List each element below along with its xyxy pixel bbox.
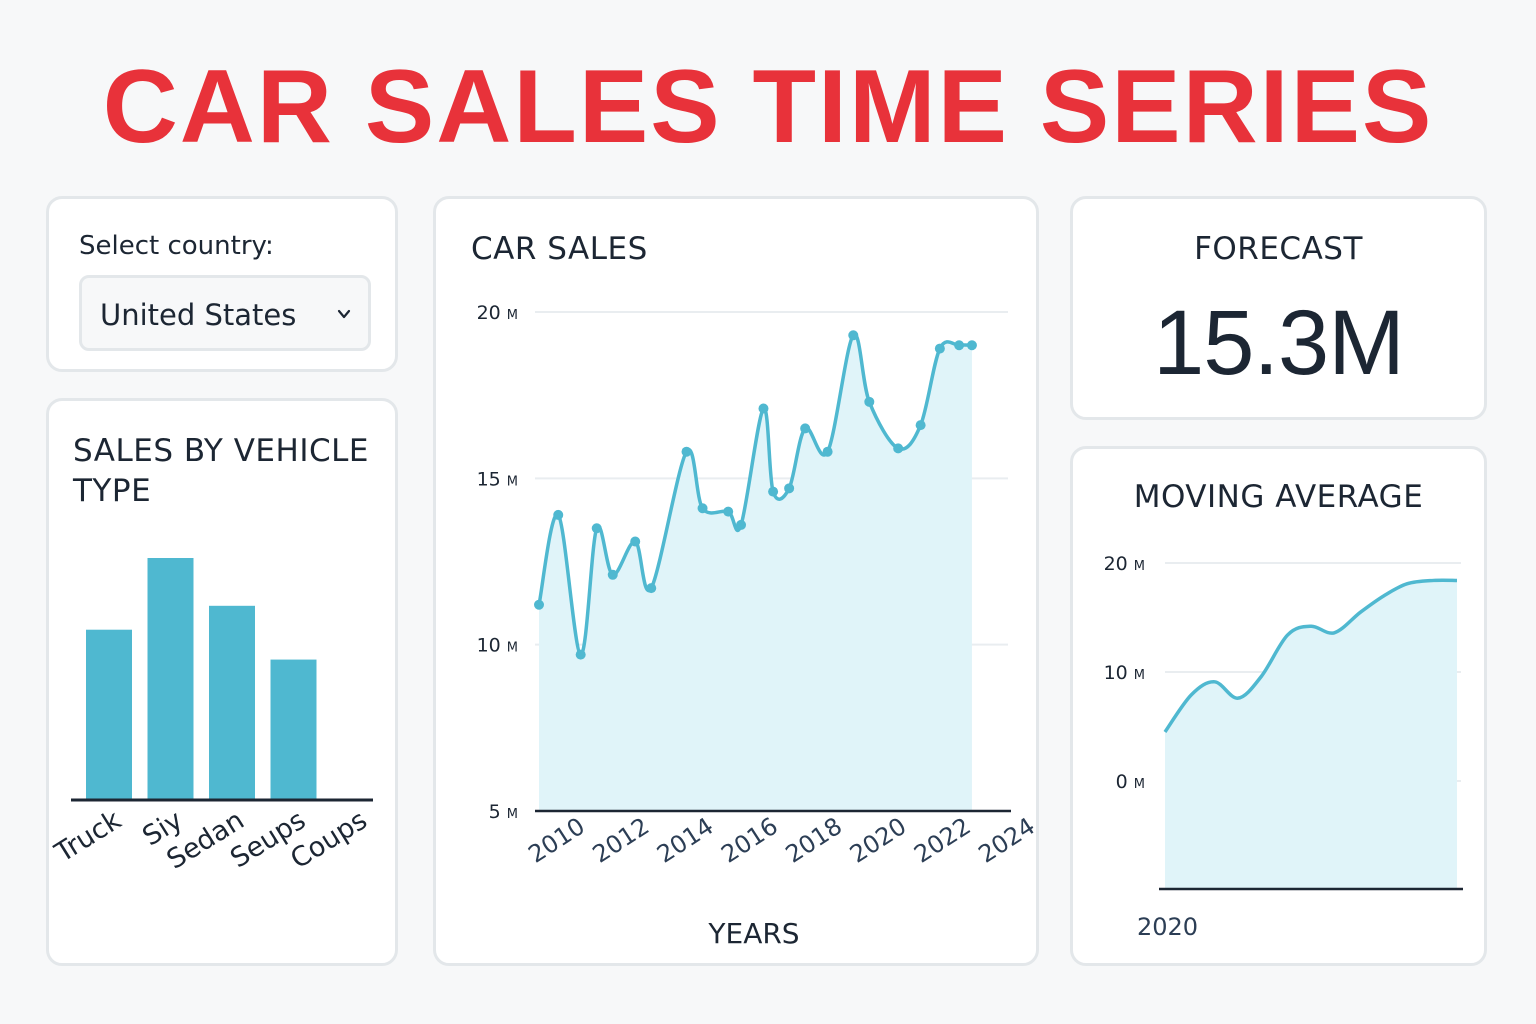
sales-point: [800, 423, 811, 434]
bar-siy: [147, 558, 194, 800]
vehicle-chart-title-line2: TYPE: [73, 473, 152, 509]
sales-point: [768, 486, 779, 497]
car-sales-chart: 20 M15 M10 M5 M 2010201220142016201820202…: [477, 302, 1040, 950]
bar-sedan: [209, 605, 255, 800]
page-title: CAR SALES TIME SERIES: [102, 49, 1434, 165]
sales-x-tick: 2022: [909, 812, 975, 869]
sales-x-tick: 2014: [652, 812, 718, 869]
sales-point: [954, 340, 965, 351]
sales-x-tick: 2010: [523, 812, 589, 869]
ma-line: [1163, 578, 1458, 733]
ma-x-tick: 2020: [1137, 913, 1198, 941]
sales-point: [681, 446, 692, 457]
sales-x-tick: 2016: [716, 812, 782, 869]
ma-area-fill: [1165, 580, 1457, 889]
ma-y-tick: 0 M: [1116, 771, 1145, 793]
forecast-title: FORECAST: [1194, 231, 1363, 267]
sales-point: [848, 330, 859, 341]
country-select[interactable]: United States: [79, 275, 371, 351]
sales-point: [784, 483, 795, 494]
sales-point: [864, 396, 875, 407]
sales-point: [630, 536, 641, 547]
sales-area-fill: [539, 334, 972, 811]
sales-point: [553, 509, 564, 520]
vehicle-type-card: SALES BY VEHICLE TYPE Truck Siy Sedan Seups…: [46, 398, 398, 966]
chevron-down-icon: [337, 309, 351, 319]
sales-point: [736, 519, 747, 530]
ma-y-tick: 10 M: [1104, 662, 1145, 684]
sales-point: [822, 446, 833, 457]
sales-point: [697, 503, 708, 514]
sales-x-tick: 2018: [781, 812, 847, 869]
sales-chart-title: CAR SALES: [471, 231, 648, 267]
country-select-value: United States: [100, 298, 297, 332]
moving-average-title: MOVING AVERAGE: [1133, 479, 1424, 515]
vehicle-chart-title: SALES BY VEHICLE TYPE: [73, 431, 393, 511]
country-selector-card: Select country: United States: [46, 196, 398, 372]
sales-point: [575, 649, 586, 660]
sales-point: [966, 340, 977, 351]
sales-point: [646, 583, 657, 594]
bar-truck: [86, 629, 132, 800]
sales-point: [893, 443, 904, 454]
sales-x-axis-title: YEARS: [707, 917, 799, 950]
sales-point: [534, 599, 544, 610]
country-label: Select country:: [79, 231, 274, 261]
sales-point: [915, 420, 926, 431]
sales-point: [723, 506, 734, 517]
sales-x-tick: 2024: [974, 812, 1040, 869]
vehicle-chart-title-line1: SALES BY VEHICLE: [73, 433, 369, 469]
forecast-card: FORECAST 15.3M: [1070, 196, 1487, 420]
sales-x-tick: 2012: [588, 812, 654, 869]
moving-average-card: MOVING AVERAGE 20 M 10 M 0 M 2020: [1070, 446, 1487, 966]
bar-category-label: Truck: [49, 804, 127, 869]
bar-seups: [270, 659, 317, 800]
sales-point: [934, 343, 945, 354]
sales-y-tick: 10 M: [477, 635, 518, 657]
sales-point: [591, 523, 602, 534]
sales-point: [607, 569, 618, 580]
moving-average-chart: 20 M 10 M 0 M 2020: [1104, 553, 1463, 941]
sales-y-tick: 15 M: [477, 468, 518, 490]
sales-point: [758, 403, 769, 414]
ma-y-tick: 20 M: [1104, 553, 1145, 575]
sales-y-tick: 5 M: [489, 801, 518, 823]
sales-x-tick: 2020: [845, 812, 911, 869]
forecast-value: 15.3M: [1153, 292, 1405, 394]
sales-y-tick: 20 M: [477, 302, 518, 324]
